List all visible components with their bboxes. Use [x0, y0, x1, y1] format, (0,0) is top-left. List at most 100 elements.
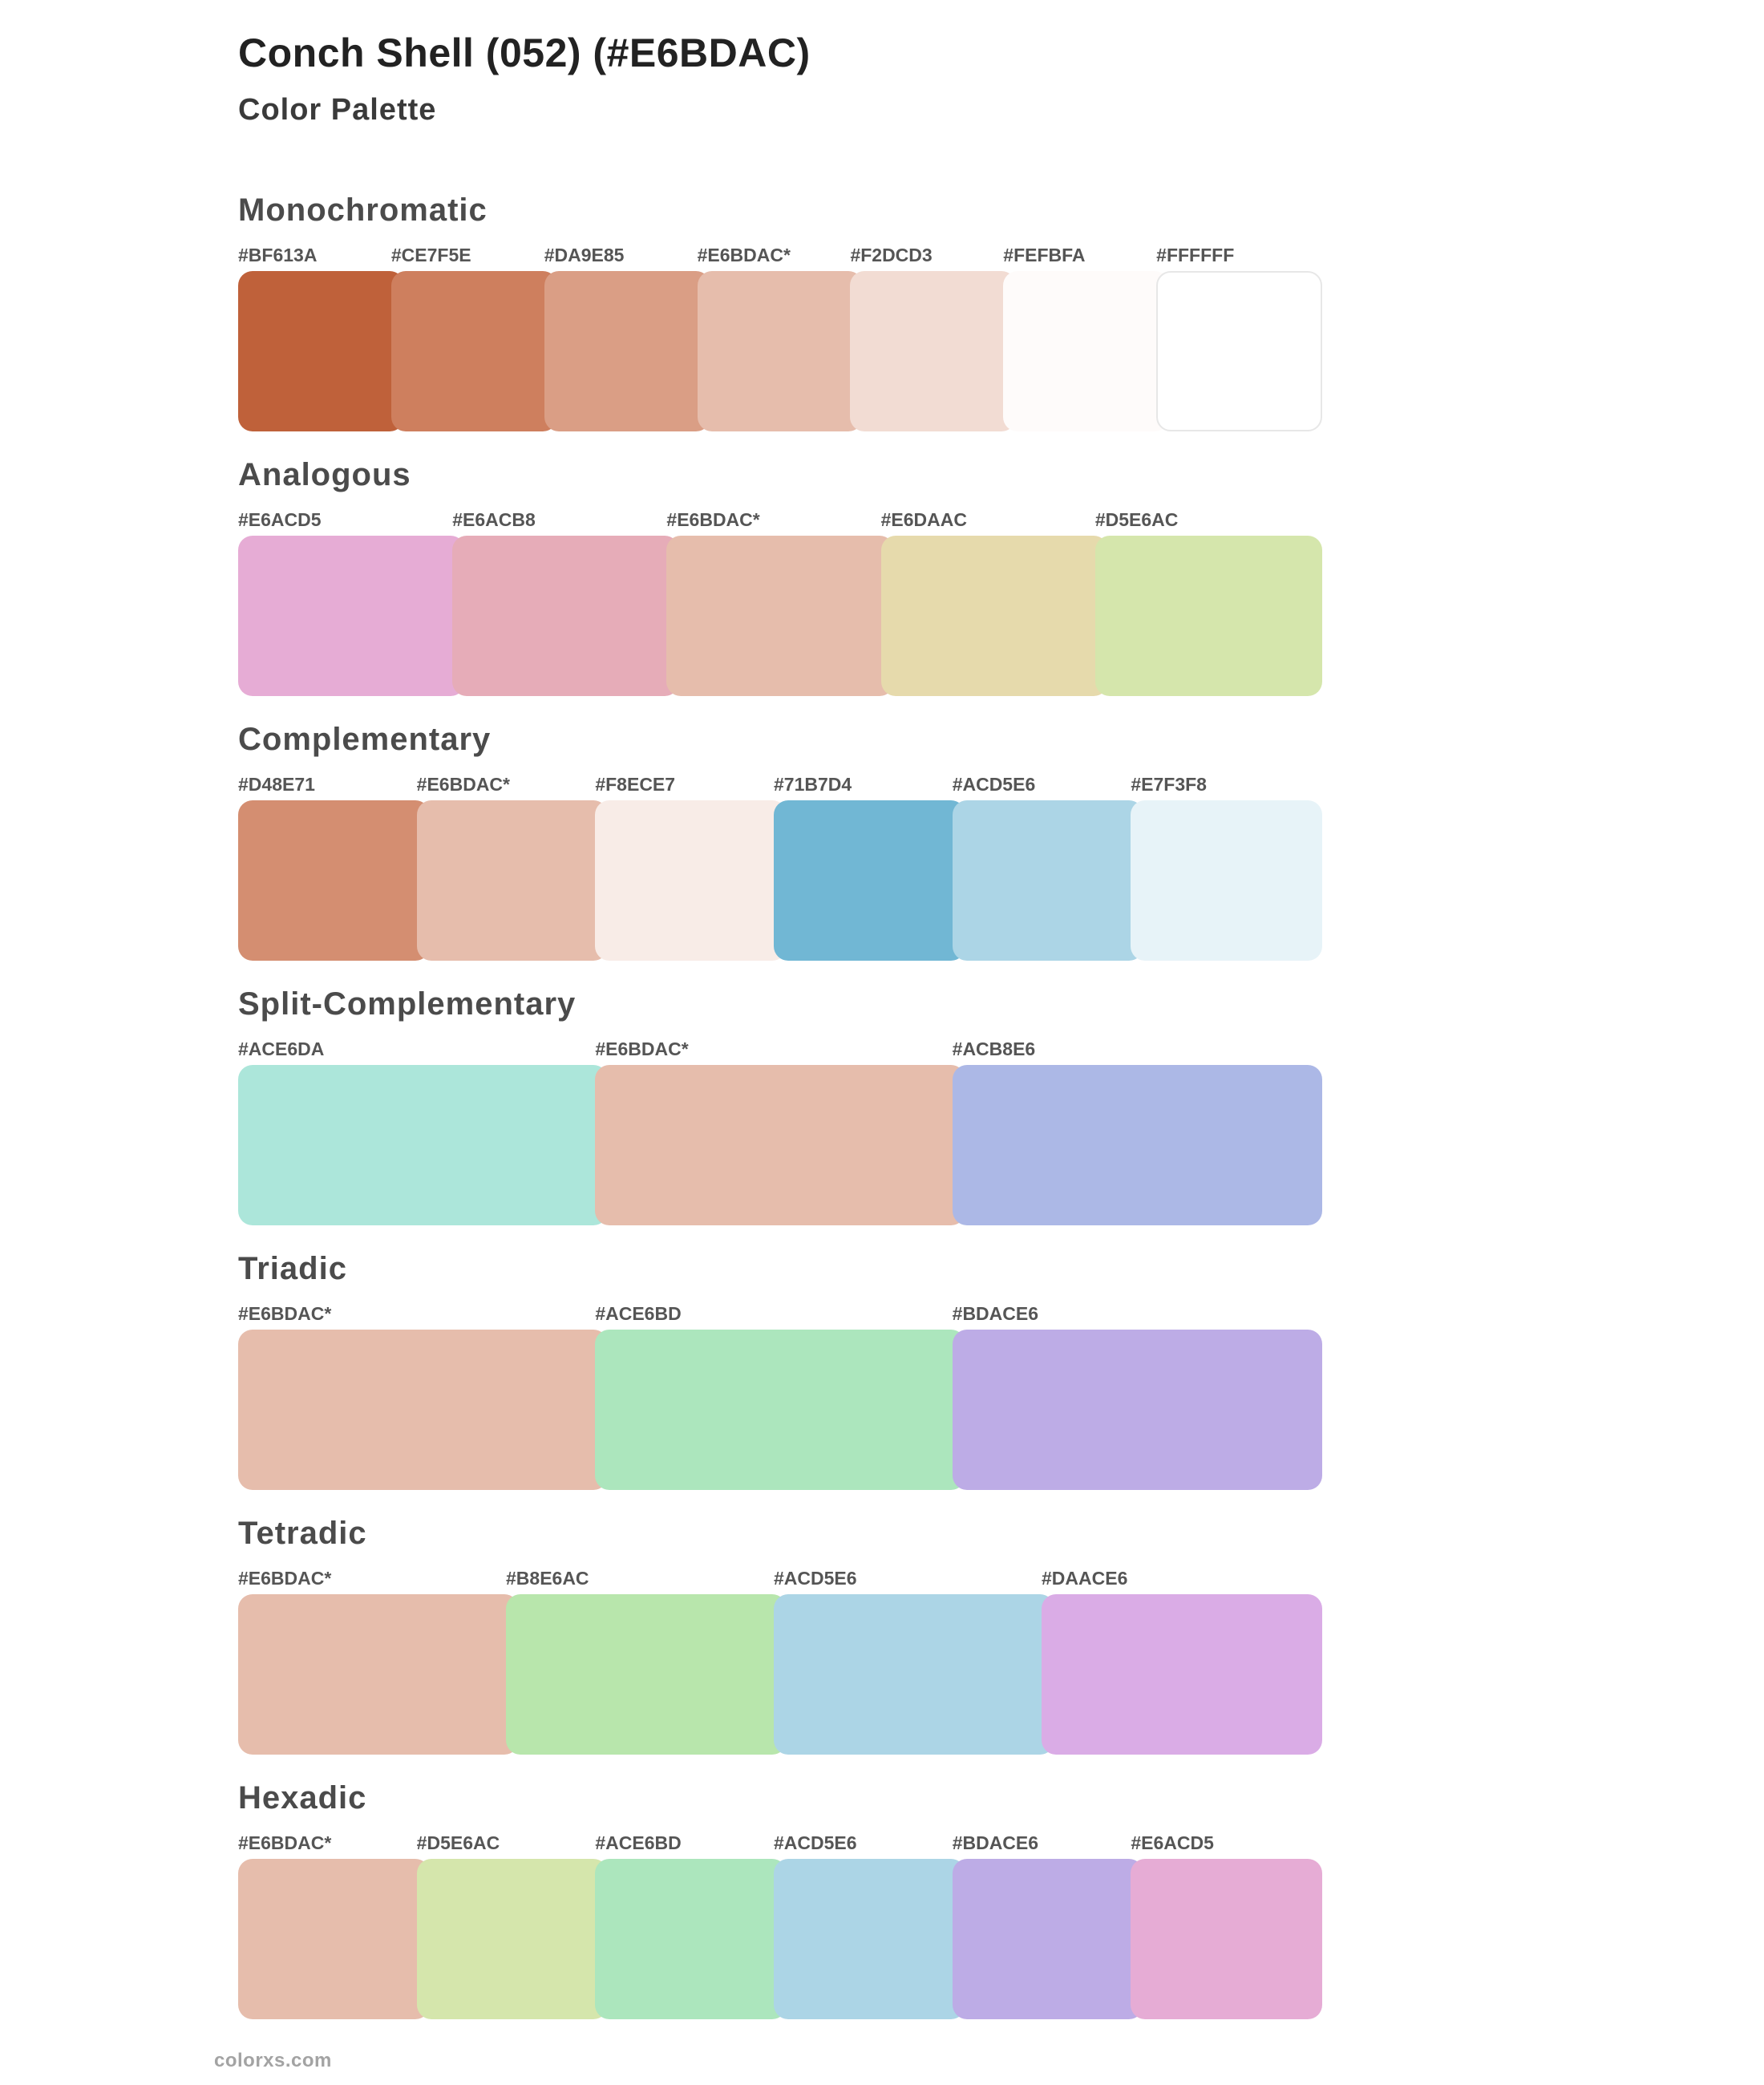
site-footer-link[interactable]: colorxs.com	[214, 2050, 332, 2071]
swatch-column: #ACD5E6	[774, 1832, 965, 2019]
swatch-column: #FEFBFA	[1003, 244, 1170, 431]
color-swatch[interactable]	[880, 536, 1108, 696]
swatch-column: #D5E6AC	[416, 1832, 609, 2019]
color-swatch[interactable]	[1131, 800, 1323, 961]
color-swatch[interactable]	[952, 1330, 1322, 1490]
swatch-column: #F8ECE7	[595, 773, 787, 961]
swatch-column: #D48E71	[238, 773, 430, 961]
hex-code-label: #71B7D4	[774, 774, 852, 795]
color-swatch[interactable]	[416, 800, 609, 961]
color-swatch[interactable]	[506, 1594, 787, 1755]
swatch-column: #E6BDAC*	[666, 508, 894, 696]
hex-code-label: #E6BDAC*	[238, 1303, 332, 1324]
hex-code-label: #D5E6AC	[1094, 509, 1179, 530]
hex-code-label: #D48E71	[238, 774, 315, 795]
swatch-column: #FFFFFF	[1156, 244, 1323, 431]
color-swatch[interactable]	[544, 271, 710, 431]
swatch-column: #B8E6AC	[506, 1567, 787, 1755]
swatch-column: #E6BDAC*	[595, 1038, 965, 1225]
palette-section-complementary: Complementary #D48E71 #E6BDAC* #F8ECE7	[238, 720, 1327, 961]
color-swatch[interactable]	[697, 271, 864, 431]
color-swatch[interactable]	[595, 1859, 787, 2019]
swatch-column: #DA9E85	[544, 244, 710, 431]
swatch-column: #71B7D4	[774, 773, 965, 961]
color-swatch[interactable]	[1003, 271, 1170, 431]
swatch-row: #ACE6DA #E6BDAC* #ACB8E6	[238, 1038, 1322, 1225]
section-title: Analogous	[238, 457, 411, 492]
color-swatch[interactable]	[952, 1859, 1144, 2019]
color-swatch[interactable]	[1131, 1859, 1323, 2019]
color-swatch[interactable]	[238, 271, 404, 431]
color-swatch[interactable]	[595, 1065, 965, 1225]
color-swatch[interactable]	[238, 800, 430, 961]
swatch-column: #E6ACB8	[452, 508, 680, 696]
hex-code-label: #ACB8E6	[952, 1038, 1036, 1059]
swatch-column: #BDACE6	[952, 1832, 1144, 2019]
swatch-column: #E6ACD5	[1131, 1832, 1323, 2019]
hex-code-label: #BDACE6	[952, 1303, 1039, 1324]
color-swatch[interactable]	[238, 1330, 609, 1490]
color-swatch[interactable]	[774, 1859, 965, 2019]
page-content: Conch Shell (052) (#E6BDAC) Color Palett…	[214, 30, 1327, 2071]
hex-code-label: #E6DAAC	[880, 509, 967, 530]
swatch-column: #E6BDAC*	[238, 1567, 519, 1755]
color-swatch[interactable]	[390, 271, 557, 431]
hex-code-label: #BF613A	[238, 245, 318, 265]
hex-code-label: #FFFFFF	[1156, 245, 1235, 265]
hex-code-label: #E6BDAC*	[238, 1568, 332, 1589]
color-swatch[interactable]	[238, 1065, 609, 1225]
hex-code-label: #E7F3F8	[1131, 774, 1207, 795]
palette-section-hexadic: Hexadic #E6BDAC* #D5E6AC #ACE6BD	[238, 1779, 1327, 2019]
hex-code-label: #E6ACD5	[238, 509, 322, 530]
palette-section-split-complementary: Split-Complementary #ACE6DA #E6BDAC* #AC…	[238, 985, 1327, 1225]
swatch-column: #ACD5E6	[774, 1567, 1054, 1755]
color-swatch[interactable]	[452, 536, 680, 696]
section-title: Split-Complementary	[238, 986, 577, 1022]
color-swatch[interactable]	[952, 800, 1144, 961]
color-swatch[interactable]	[850, 271, 1017, 431]
hex-code-label: #E6BDAC*	[595, 1038, 689, 1059]
swatch-column: #E6BDAC*	[238, 1832, 430, 2019]
hex-code-label: #F2DCD3	[850, 245, 933, 265]
section-title: Hexadic	[238, 1780, 367, 1816]
swatch-column: #ACE6BD	[595, 1302, 965, 1490]
hex-code-label: #FEFBFA	[1003, 245, 1086, 265]
hex-code-label: #E6BDAC*	[666, 509, 760, 530]
color-swatch[interactable]	[774, 1594, 1054, 1755]
color-swatch[interactable]	[238, 536, 466, 696]
color-swatch[interactable]	[595, 1330, 965, 1490]
hex-code-label: #ACD5E6	[952, 774, 1036, 795]
swatch-column: #E6BDAC*	[238, 1302, 609, 1490]
color-swatch[interactable]	[238, 1594, 519, 1755]
palette-section-tetradic: Tetradic #E6BDAC* #B8E6AC #ACD5E6	[238, 1514, 1327, 1755]
palette-section-triadic: Triadic #E6BDAC* #ACE6BD #BDACE6	[238, 1249, 1327, 1490]
swatch-column: #BF613A	[238, 244, 404, 431]
hex-code-label: #E6BDAC*	[697, 245, 791, 265]
color-swatch[interactable]	[952, 1065, 1322, 1225]
swatch-column: #ACE6DA	[238, 1038, 609, 1225]
hex-code-label: #CE7F5E	[390, 245, 471, 265]
hex-code-label: #E6ACB8	[452, 509, 536, 530]
swatch-column: #ACB8E6	[952, 1038, 1322, 1225]
color-swatch[interactable]	[1156, 271, 1323, 431]
hex-code-label: #DA9E85	[544, 245, 625, 265]
swatch-row: #D48E71 #E6BDAC* #F8ECE7 #71B7D4	[238, 773, 1323, 961]
section-title: Monochromatic	[238, 192, 488, 228]
page-subtitle: Color Palette	[238, 93, 437, 127]
color-swatch[interactable]	[1042, 1594, 1322, 1755]
hex-code-label: #E6BDAC*	[238, 1832, 332, 1853]
hex-code-label: #DAACE6	[1042, 1568, 1128, 1589]
swatch-column: #E6BDAC*	[416, 773, 609, 961]
color-swatch[interactable]	[666, 536, 894, 696]
palette-section-monochromatic: Monochromatic #BF613A #CE7F5E #DA9E85	[238, 191, 1327, 431]
color-swatch[interactable]	[238, 1859, 430, 2019]
page-title: Conch Shell (052) (#E6BDAC)	[238, 30, 811, 75]
color-swatch[interactable]	[1094, 536, 1323, 696]
hex-code-label: #B8E6AC	[506, 1568, 589, 1589]
color-swatch[interactable]	[774, 800, 965, 961]
swatch-column: #BDACE6	[952, 1302, 1322, 1490]
color-swatch[interactable]	[416, 1859, 609, 2019]
color-swatch[interactable]	[595, 800, 787, 961]
hex-code-label: #E6ACD5	[1131, 1832, 1214, 1853]
swatch-row: #E6BDAC* #B8E6AC #ACD5E6 #DAACE6	[238, 1567, 1322, 1755]
